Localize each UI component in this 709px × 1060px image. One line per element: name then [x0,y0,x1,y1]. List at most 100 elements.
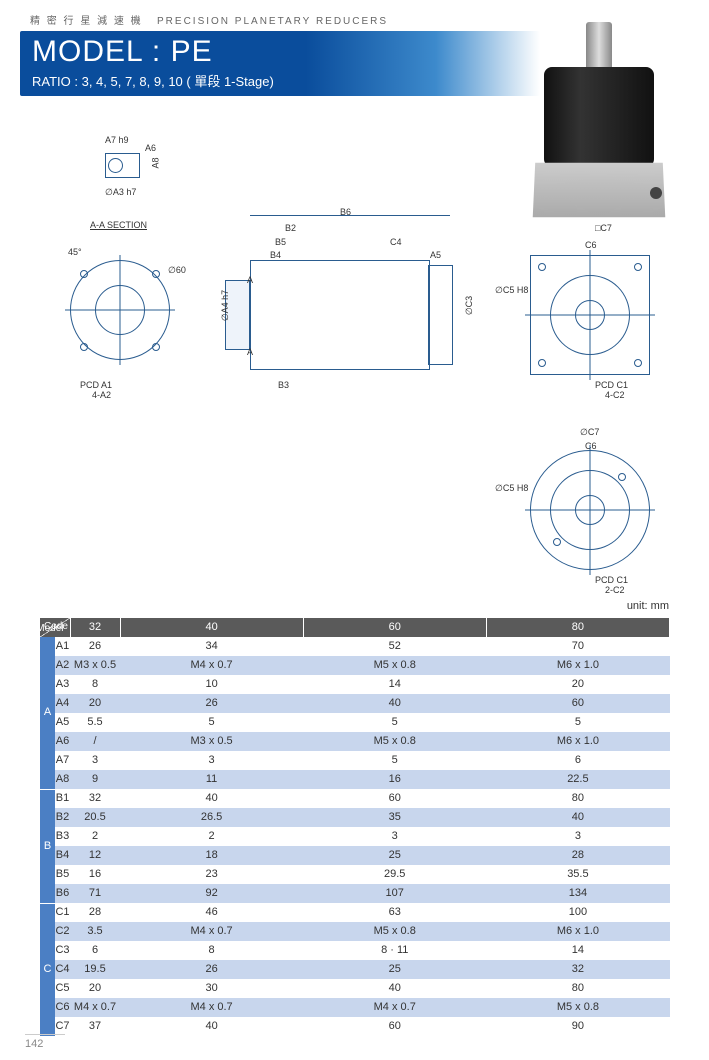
model-col-2: 60 [303,618,486,637]
value-cell: 40 [120,1017,303,1036]
value-cell: 23 [120,865,303,884]
value-cell: 60 [303,1017,486,1036]
value-cell: 20 [70,694,120,713]
value-cell: 2 [70,827,120,846]
value-cell: 40 [303,979,486,998]
code-cell: A7 [55,751,70,770]
dim-label: 45° [68,247,82,257]
model-col-0: 32 [70,618,120,637]
value-cell: 26 [120,694,303,713]
value-cell: 26 [70,637,120,656]
code-cell: B6 [55,884,70,903]
value-cell: 63 [303,903,486,922]
unit-label: unit: mm [627,600,669,612]
value-cell: M4 x 0.7 [120,922,303,941]
group-cell: B [40,789,55,903]
code-cell: A2 [55,656,70,675]
dim-label: B5 [275,237,286,247]
value-cell: 8 · 11 [303,941,486,960]
value-cell: 34 [120,637,303,656]
code-cell: C1 [55,903,70,922]
value-cell: 90 [486,1017,669,1036]
value-cell: 20 [486,675,669,694]
table-row: BB132406080 [40,789,670,808]
value-cell: 3.5 [70,922,120,941]
dim-label: ∅A3 h7 [105,187,136,198]
value-cell: 25 [303,960,486,979]
table-row: B220.526.53540 [40,808,670,827]
table-row: A73356 [40,751,670,770]
front-flange-inner [95,285,145,335]
header-diag-cell: Model Code [40,618,70,637]
value-cell: 5 [303,751,486,770]
dim-label: C4 [390,237,402,247]
value-cell: 8 [70,675,120,694]
dim-label: ∅C5 H8 [495,483,528,494]
code-cell: A4 [55,694,70,713]
value-cell: M5 x 0.8 [303,922,486,941]
group-cell: A [40,637,55,789]
value-cell: 71 [70,884,120,903]
dim-label: 2-C2 [605,585,625,595]
value-cell: 46 [120,903,303,922]
value-cell: 3 [70,751,120,770]
table-row: AA126345270 [40,637,670,656]
value-cell: M6 x 1.0 [486,656,669,675]
dim-label: ∅C3 [464,296,475,315]
dim-label: A8 [151,157,161,168]
dim-label: B3 [278,380,289,390]
value-cell: 14 [486,941,669,960]
value-cell: 6 [486,751,669,770]
table-body: AA126345270A2M3 x 0.5M4 x 0.7M5 x 0.8M6 … [40,637,670,1036]
table-row: B67192107134 [40,884,670,903]
dim-label: A5 [430,250,441,260]
value-cell: 28 [486,846,669,865]
value-cell: 2 [120,827,303,846]
bolt-hole-icon [634,263,642,271]
dim-label: PCD C1 [595,380,628,390]
model-col-1: 40 [120,618,303,637]
technical-drawing: A7 h9 A6 A8 ∅A3 h7 A-A SECTION 45° ∅60 P… [50,125,670,595]
value-cell: 3 [120,751,303,770]
product-shaft [586,22,612,72]
table-row: A55.5555 [40,713,670,732]
value-cell: 80 [486,789,669,808]
value-cell: 20.5 [70,808,120,827]
dim-label: PCD C1 [595,575,628,585]
code-cell: C4 [55,960,70,979]
value-cell: 37 [70,1017,120,1036]
value-cell: 60 [486,694,669,713]
bolt-hole-icon [538,359,546,367]
dim-label: ∅C7 [580,427,599,438]
shaft-hole [108,158,123,173]
spec-table-element: Model Code 32 40 60 80 AA126345270A2M3 x… [40,618,670,1037]
value-cell: 29.5 [303,865,486,884]
table-row: C419.5262532 [40,960,670,979]
dim-label: C6 [585,240,597,250]
value-cell: 100 [486,903,669,922]
value-cell: 107 [303,884,486,903]
table-row: C6M4 x 0.7M4 x 0.7M4 x 0.7M5 x 0.8 [40,998,670,1017]
value-cell: 134 [486,884,669,903]
table-header-row: Model Code 32 40 60 80 [40,618,670,637]
header-model-label: Model [36,619,63,638]
spec-table: Model Code 32 40 60 80 AA126345270A2M3 x… [40,618,670,1037]
header-code-label: Code [44,617,68,636]
dim-label: A7 h9 [105,135,129,145]
rear-round-bore [575,495,605,525]
value-cell: 35.5 [486,865,669,884]
dim-label: A6 [145,143,156,153]
dim-label: B4 [270,250,281,260]
value-cell: M3 x 0.5 [120,732,303,751]
value-cell: 22.5 [486,770,669,789]
table-row: A6/M3 x 0.5M5 x 0.8M6 x 1.0 [40,732,670,751]
value-cell: 19.5 [70,960,120,979]
code-cell: B1 [55,789,70,808]
code-cell: A3 [55,675,70,694]
table-row: A2M3 x 0.5M4 x 0.7M5 x 0.8M6 x 1.0 [40,656,670,675]
value-cell: M4 x 0.7 [120,656,303,675]
value-cell: 20 [70,979,120,998]
value-cell: 40 [120,789,303,808]
value-cell: M4 x 0.7 [70,998,120,1017]
code-cell: C5 [55,979,70,998]
